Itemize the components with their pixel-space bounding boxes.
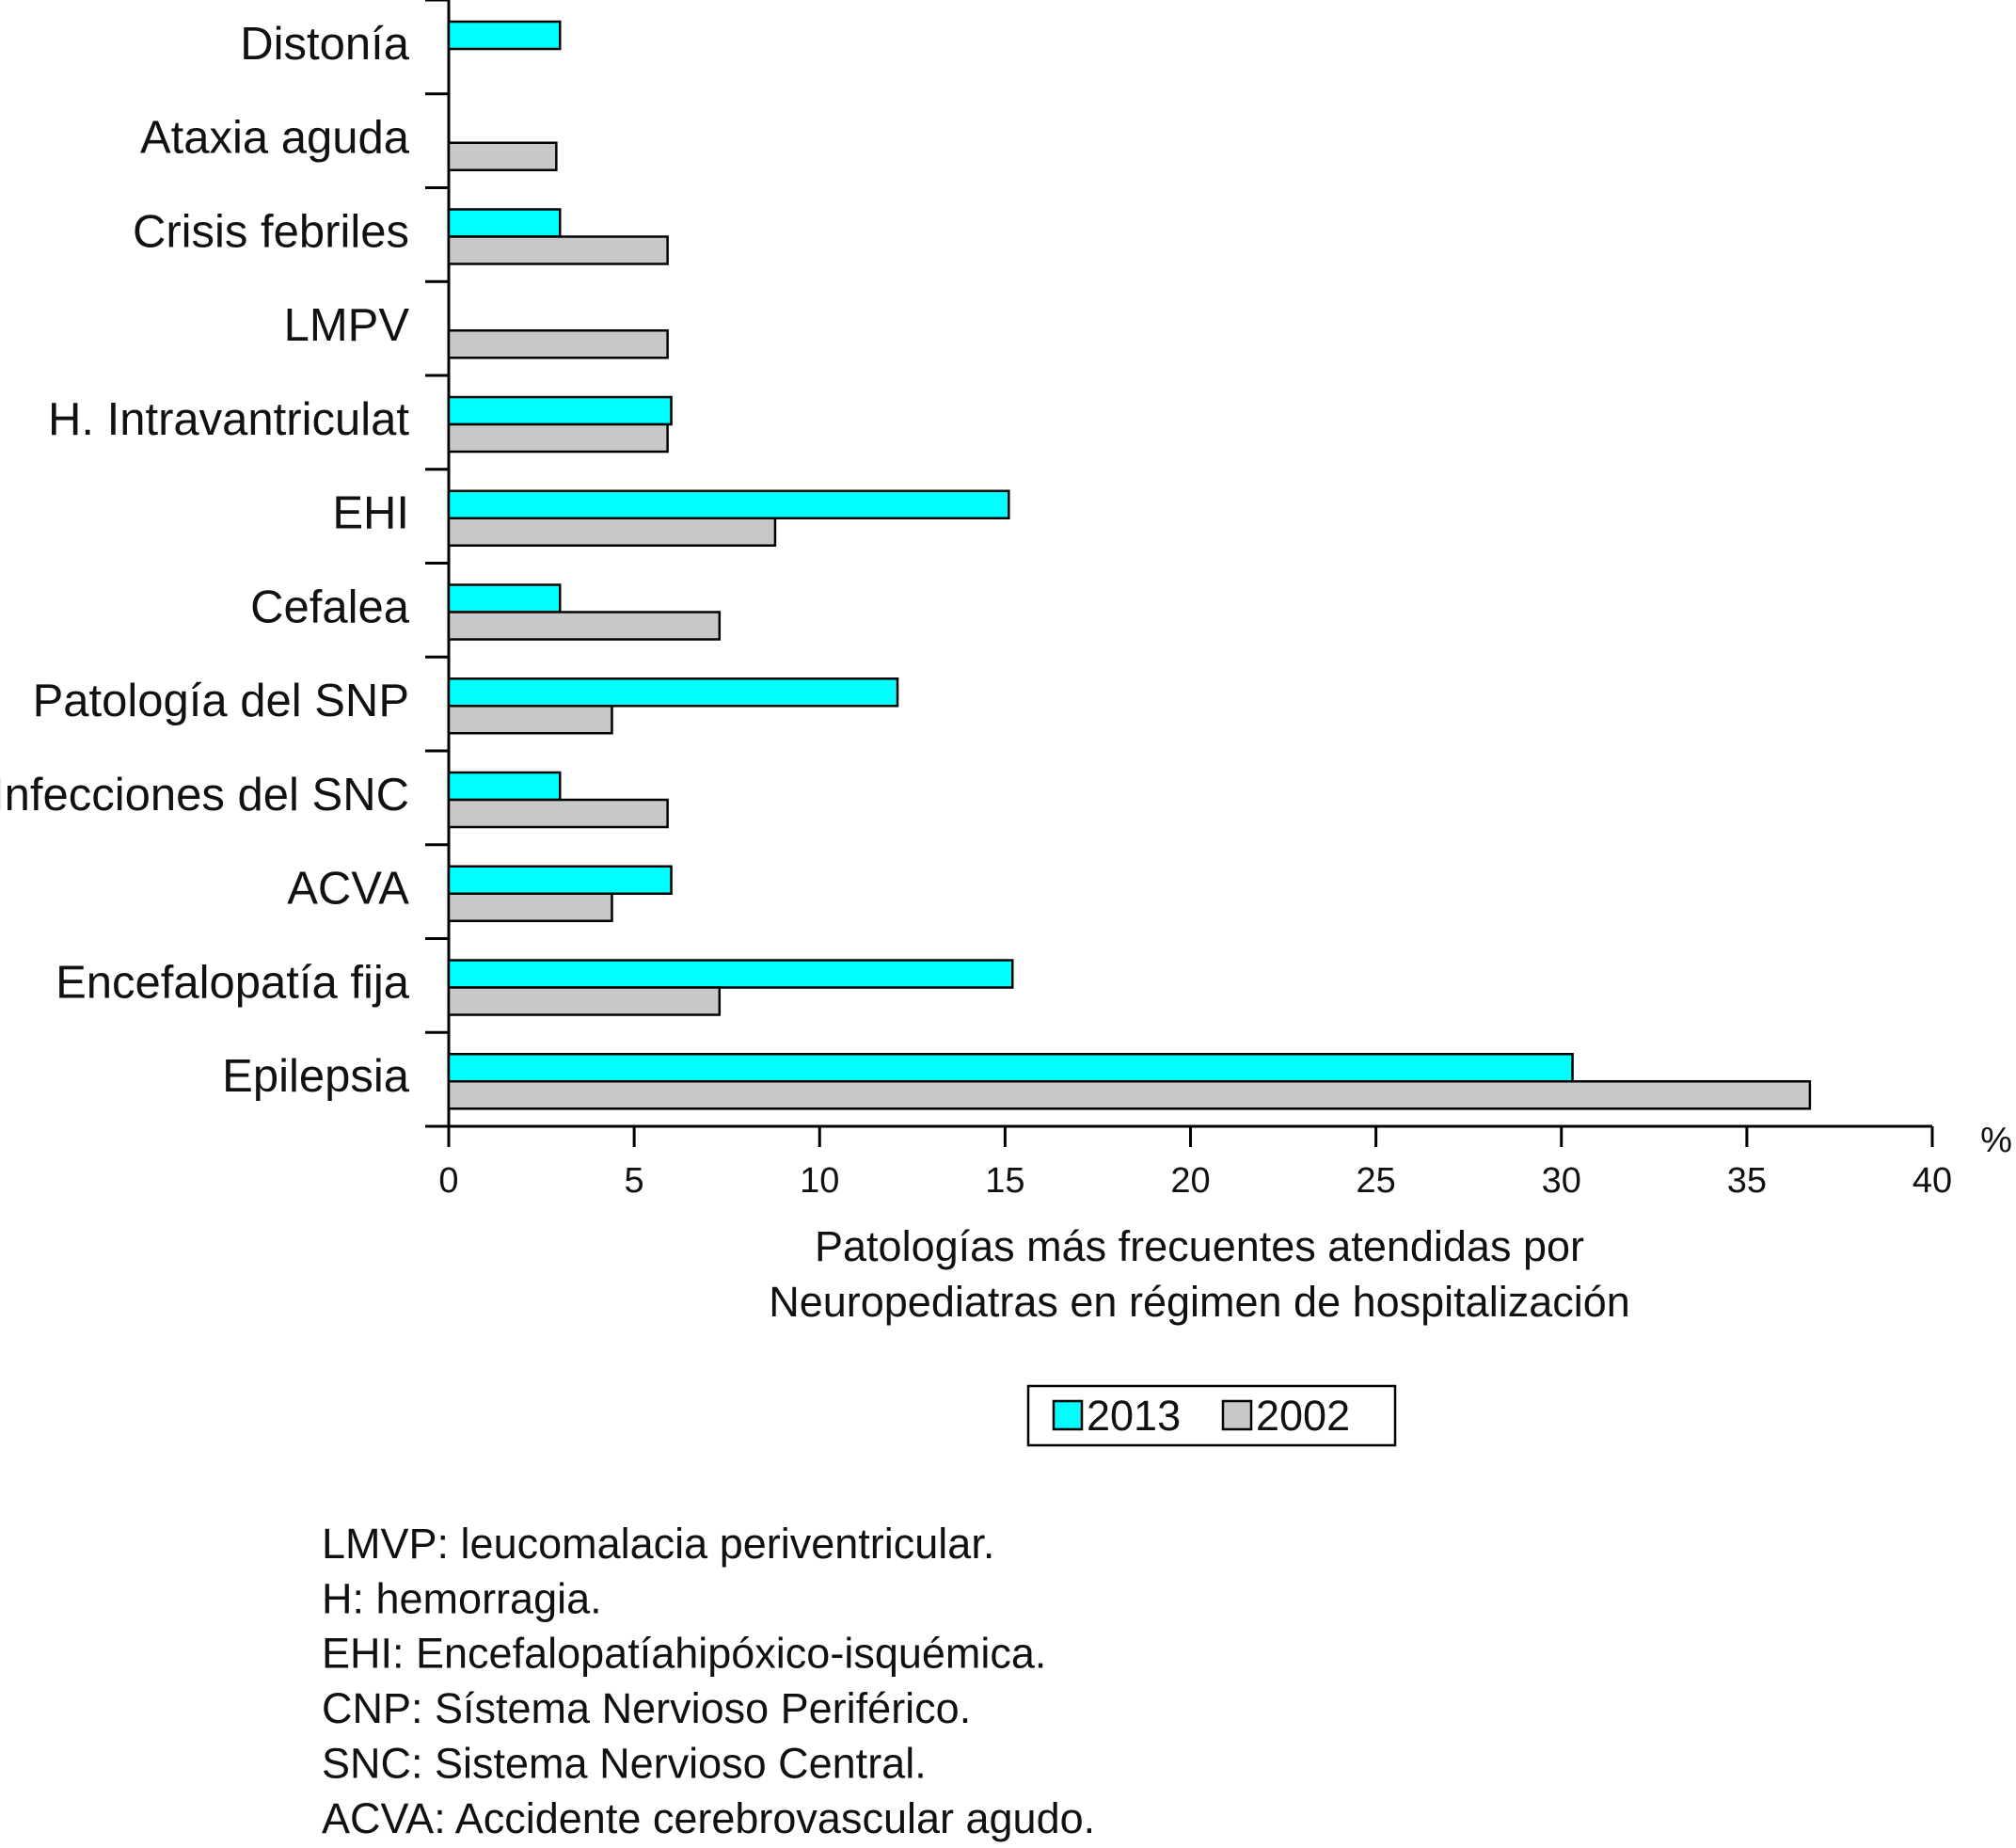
x-axis-title: Neuropediatras en régimen de hospitaliza… [769, 1278, 1630, 1326]
y-tick-label: ACVA [287, 864, 409, 915]
legend-swatch [1221, 1399, 1253, 1431]
footnote: ACVA: Accidente cerebrovascular agudo. [322, 1794, 1095, 1842]
y-tick-label: Distonía [240, 19, 410, 70]
x-tick-label: 0 [438, 1161, 458, 1201]
bar [447, 141, 558, 171]
x-tick-label: 5 [625, 1161, 644, 1201]
bar [447, 208, 562, 238]
bar [447, 771, 562, 802]
bar [447, 235, 669, 265]
bar [447, 20, 562, 51]
x-tick-label: 30 [1542, 1161, 1581, 1201]
x-tick-label: 35 [1727, 1161, 1767, 1201]
y-tick-label: Epilepsia [222, 1051, 410, 1102]
x-tick-label: 40 [1913, 1161, 1952, 1201]
bar [447, 422, 669, 454]
bar [447, 611, 722, 641]
x-axis-title: Patologías más frecuentes atendidas por [815, 1222, 1584, 1270]
bar [447, 1053, 1574, 1083]
y-tick-label: Patología del SNP [33, 676, 409, 726]
y-tick-label: EHI [332, 488, 409, 539]
bar [447, 959, 1014, 989]
x-tick-label: 20 [1170, 1161, 1210, 1201]
y-tick-label: Crisis febriles [133, 206, 409, 257]
bar [447, 517, 777, 547]
bar [447, 1080, 1812, 1110]
bar [447, 986, 722, 1016]
bar [447, 798, 669, 829]
x-tick-label: 15 [985, 1161, 1024, 1201]
y-tick-label: LMPV [284, 300, 410, 351]
bar [447, 865, 673, 895]
x-tick-label: 25 [1356, 1161, 1395, 1201]
footnote: H: hemorragia. [322, 1574, 602, 1622]
x-unit: % [1980, 1121, 2012, 1160]
bar [447, 583, 562, 613]
bar [447, 395, 673, 426]
footnote: CNP: Sístema Nervioso Periférico. [322, 1684, 971, 1732]
x-tick-label: 10 [800, 1161, 839, 1201]
bar [447, 489, 1010, 519]
legend-label: 2002 [1256, 1392, 1350, 1440]
footnote: EHI: Encefalopatíahipóxico-isquémica. [322, 1630, 1046, 1678]
y-tick-label: Cefalea [250, 581, 410, 632]
legend-swatch [1052, 1399, 1084, 1431]
bar [447, 892, 613, 922]
legend-box [1026, 1384, 1397, 1447]
legend-label: 2013 [1087, 1392, 1181, 1440]
y-tick-label: Ataxia aguda [140, 113, 410, 164]
y-tick-label: H. Intravantriculat [48, 394, 409, 445]
bar [447, 677, 899, 708]
y-tick-label: Infecciones del SNC [0, 770, 409, 820]
footnote: SNC: Sistema Nervioso Central. [322, 1739, 927, 1787]
bar [447, 329, 669, 359]
footnote: LMVP: leucomalacia periventricular. [322, 1520, 994, 1568]
y-tick-label: Encefalopatía fija [56, 957, 410, 1008]
bar [447, 705, 613, 735]
